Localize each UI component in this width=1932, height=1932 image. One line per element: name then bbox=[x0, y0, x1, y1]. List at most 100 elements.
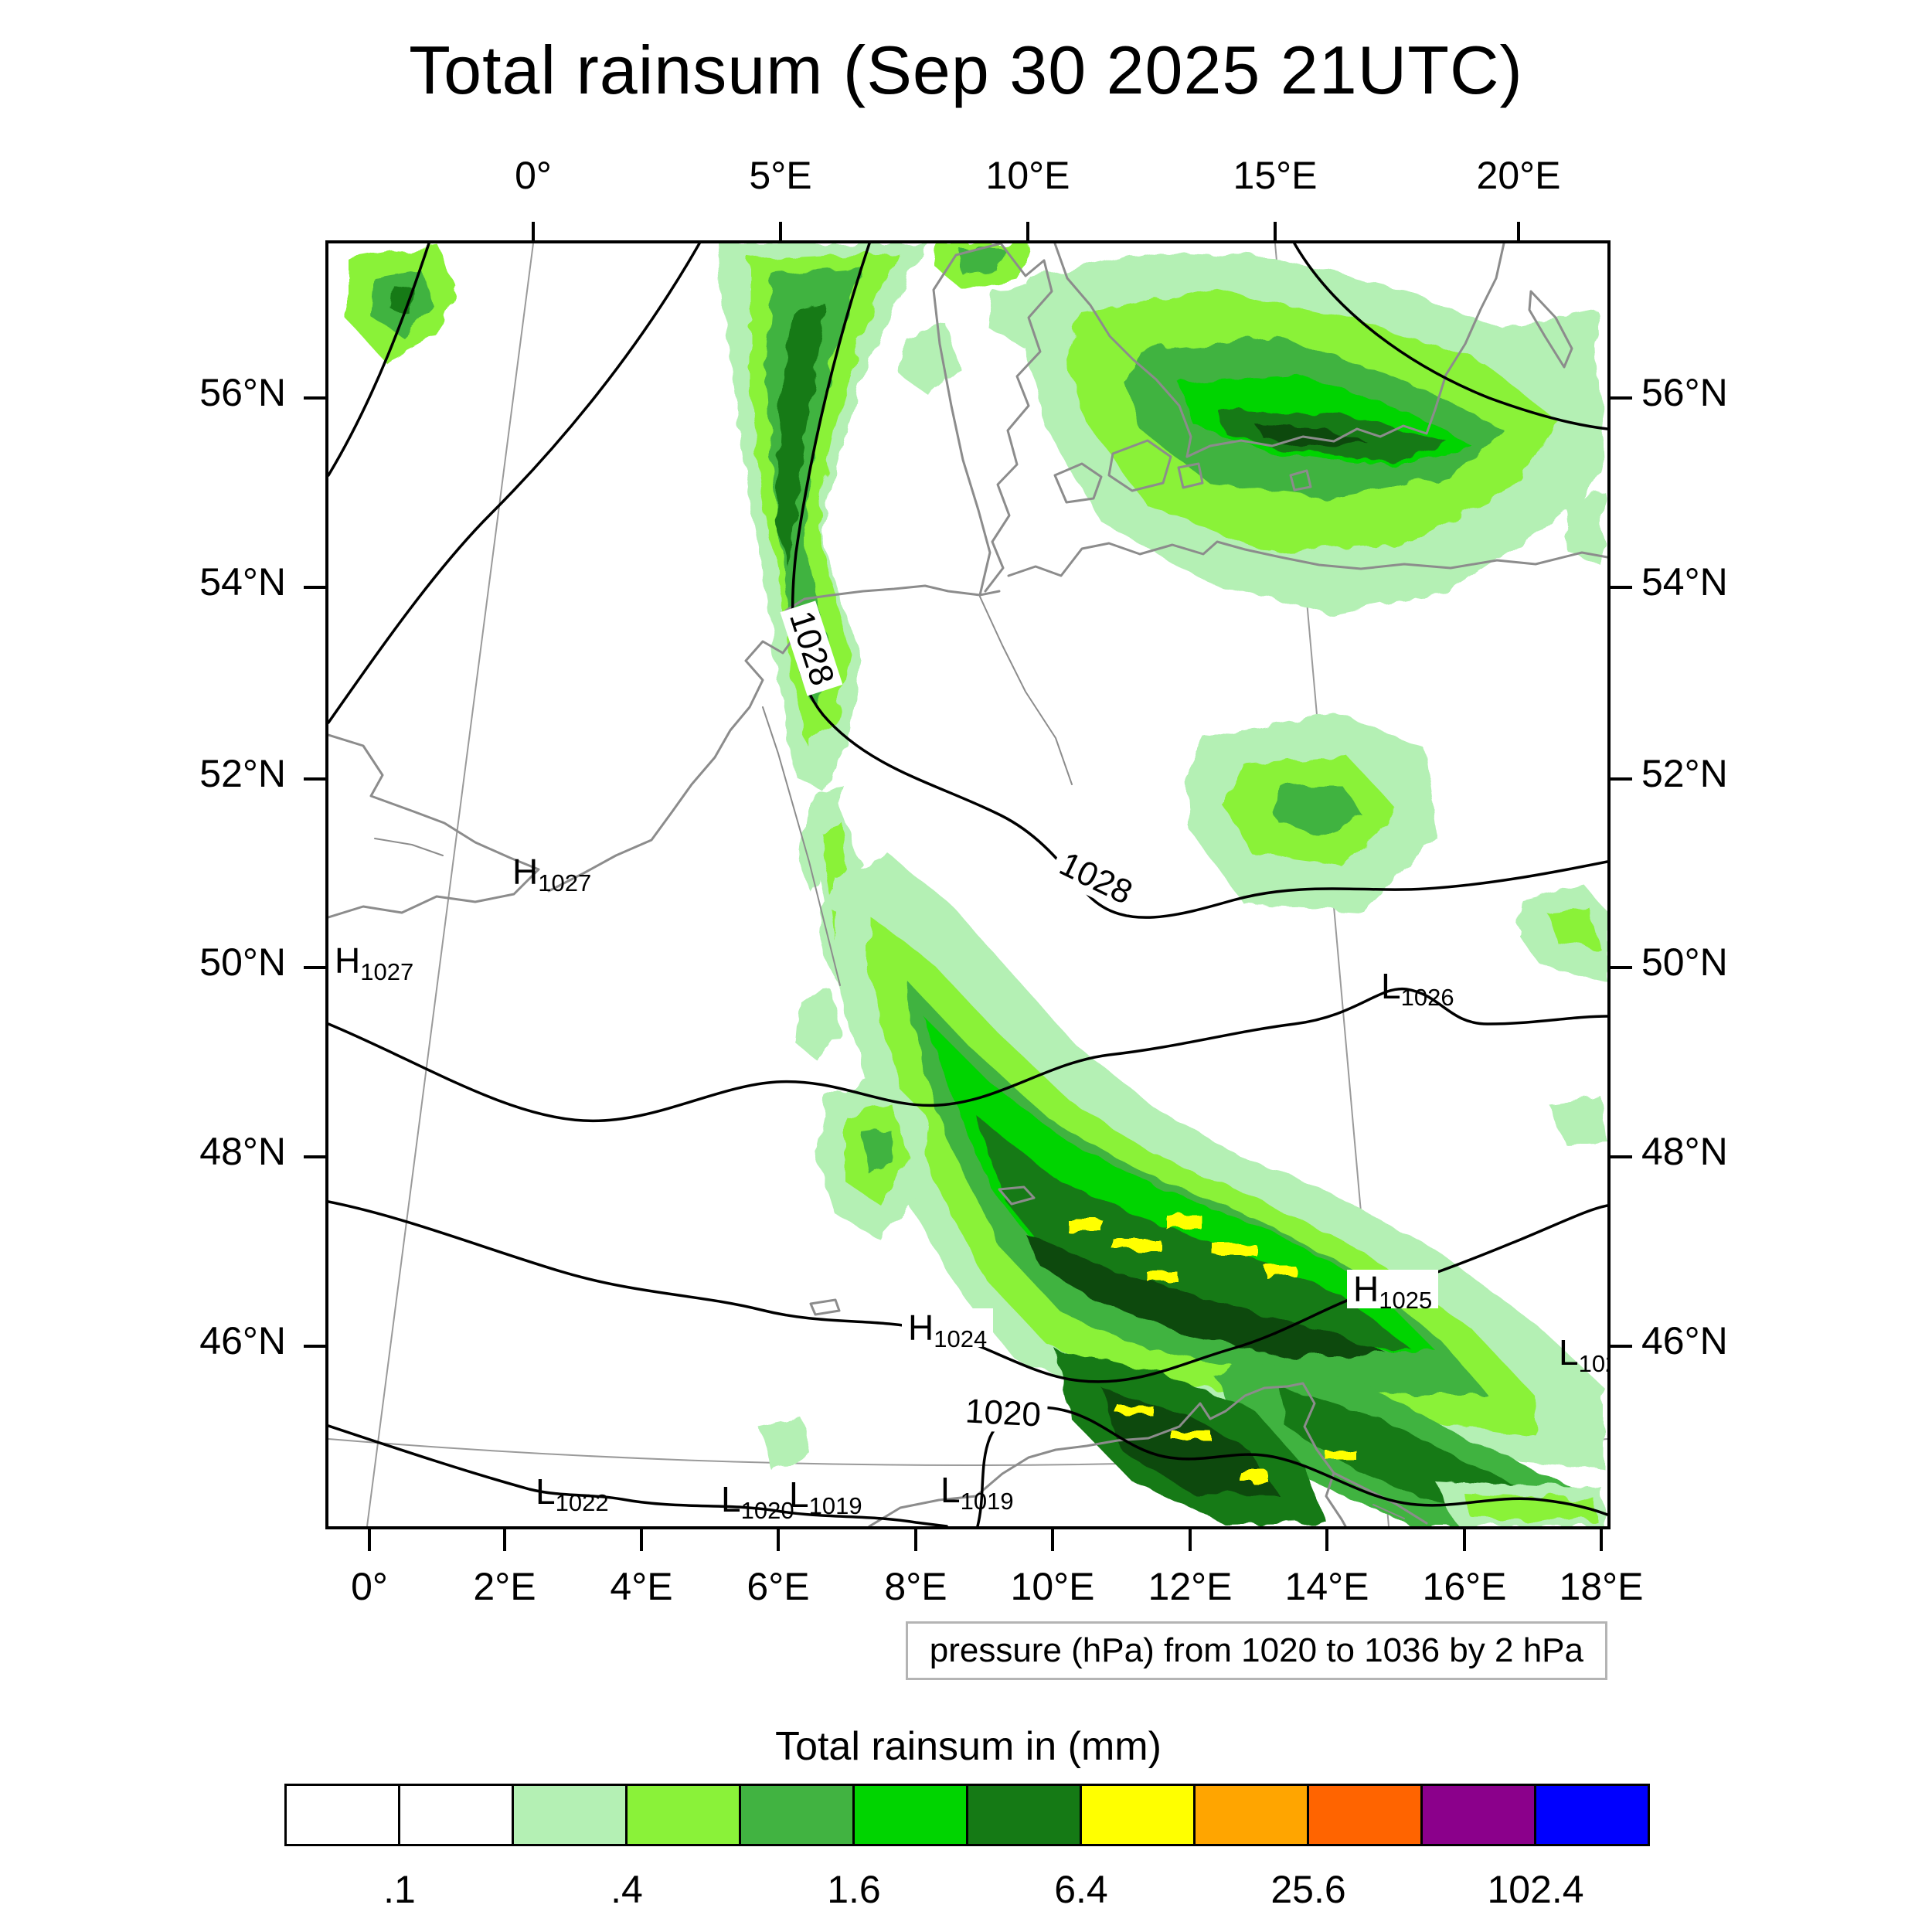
top-axis-label: 20°E bbox=[1476, 154, 1561, 197]
pressure-center-label: L1022 bbox=[536, 1474, 609, 1515]
axis-tick bbox=[1600, 1529, 1603, 1551]
precip-shape bbox=[757, 1417, 812, 1472]
axis-tick bbox=[1463, 1529, 1466, 1551]
bottom-axis-label: 12°E bbox=[1148, 1565, 1233, 1608]
colorbar-cell bbox=[1193, 1784, 1309, 1846]
pressure-center-label: H1024 bbox=[902, 1308, 994, 1351]
colorbar-cell bbox=[1420, 1784, 1536, 1846]
pressure-center-label: H1027 bbox=[335, 943, 413, 984]
pressure-center-value: 1024 bbox=[934, 1325, 988, 1352]
axis-tick bbox=[1611, 1345, 1632, 1348]
pressure-center-value: 1019 bbox=[960, 1488, 1014, 1515]
axis-tick bbox=[503, 1529, 506, 1551]
colorbar-tick-label: 25.6 bbox=[1270, 1868, 1346, 1911]
colorbar-cell bbox=[512, 1784, 628, 1846]
precip-shape bbox=[1549, 1097, 1607, 1144]
top-axis-label: 0° bbox=[515, 154, 552, 197]
pressure-center-value: 1027 bbox=[360, 958, 414, 985]
precip-shape bbox=[1279, 1387, 1565, 1512]
coastline-path bbox=[1528, 290, 1573, 369]
bottom-axis-label: 6°E bbox=[747, 1565, 810, 1608]
pressure-center-value: 1020 bbox=[740, 1497, 794, 1524]
axis-tick bbox=[304, 966, 325, 969]
top-axis-label: 5°E bbox=[749, 154, 812, 197]
colorbar bbox=[284, 1784, 1651, 1851]
left-axis-label: 56°N bbox=[199, 371, 286, 414]
coastline-path bbox=[1007, 540, 1607, 577]
right-axis-label: 52°N bbox=[1641, 752, 1728, 795]
bottom-axis-label: 2°E bbox=[473, 1565, 536, 1608]
precip-shape bbox=[923, 1016, 1435, 1354]
pressure-center-label: H1027 bbox=[512, 854, 591, 895]
precip-shape bbox=[958, 247, 1005, 274]
axis-tick bbox=[1274, 222, 1277, 243]
axis-tick bbox=[777, 1529, 780, 1551]
isobar-path-1028 bbox=[791, 243, 1607, 919]
precip-yellow-fleck bbox=[1240, 1472, 1268, 1481]
colorbar-tick-label: 1.6 bbox=[827, 1868, 881, 1911]
coastline-path bbox=[374, 838, 444, 856]
axis-tick bbox=[304, 396, 325, 400]
axis-tick bbox=[532, 222, 535, 243]
axis-tick bbox=[1611, 586, 1632, 589]
colorbar-cell bbox=[852, 1784, 968, 1846]
colorbar-tick-label: 102.4 bbox=[1487, 1868, 1584, 1911]
bottom-axis-label: 10°E bbox=[1010, 1565, 1095, 1608]
river-path bbox=[979, 596, 1073, 785]
right-axis-label: 50°N bbox=[1641, 940, 1728, 984]
coastline-path bbox=[868, 1382, 1347, 1526]
colorbar-cell bbox=[1534, 1784, 1650, 1846]
bottom-axis-label: 14°E bbox=[1284, 1565, 1369, 1608]
precip-shape bbox=[392, 286, 415, 315]
axis-tick bbox=[1611, 777, 1632, 781]
axis-tick bbox=[1051, 1529, 1054, 1551]
coastline-path bbox=[1053, 462, 1103, 504]
pressure-center-value: 1027 bbox=[538, 869, 592, 896]
coastlines bbox=[328, 243, 1607, 1526]
colorbar-cell bbox=[284, 1784, 400, 1846]
isobar-path-1024 bbox=[328, 1200, 1607, 1383]
colorbar-cell bbox=[398, 1784, 514, 1846]
axis-tick bbox=[1325, 1529, 1328, 1551]
coastline-path bbox=[1289, 469, 1312, 492]
pressure-center-value: 1022 bbox=[555, 1489, 609, 1516]
precip-shape bbox=[1275, 784, 1364, 835]
coastline-path bbox=[1053, 243, 1192, 458]
colorbar-cell bbox=[739, 1784, 855, 1846]
left-axis-label: 54°N bbox=[199, 560, 286, 604]
pressure-center-label: L1019 bbox=[789, 1477, 862, 1518]
colorbar-tick-label: .1 bbox=[383, 1868, 416, 1911]
right-axis-label: 54°N bbox=[1641, 560, 1728, 604]
pressure-center-letter: L bbox=[721, 1479, 741, 1519]
coastline-path bbox=[328, 868, 540, 919]
axis-tick bbox=[304, 586, 325, 589]
coastline-path bbox=[1185, 243, 1505, 458]
top-axis-label: 15°E bbox=[1233, 154, 1318, 197]
bottom-axis-label: 0° bbox=[351, 1565, 388, 1608]
pressure-center-value: 1019 bbox=[808, 1492, 862, 1519]
pressure-center-letter: H bbox=[1353, 1269, 1379, 1309]
top-axis-label: 10°E bbox=[985, 154, 1070, 197]
colorbar-canvas bbox=[284, 1784, 1650, 1846]
coastline-path bbox=[328, 733, 540, 871]
pressure-center-label: L1020 bbox=[721, 1479, 794, 1522]
bottom-axis-label: 8°E bbox=[884, 1565, 947, 1608]
left-axis-label: 50°N bbox=[199, 940, 286, 984]
river-path bbox=[762, 706, 841, 986]
pressure-center-value: 102 bbox=[1578, 1350, 1607, 1377]
colorbar-tick-label: .4 bbox=[611, 1868, 643, 1911]
bottom-axis-label: 18°E bbox=[1559, 1565, 1644, 1608]
precip-yellow-fleck bbox=[1148, 1273, 1179, 1282]
left-axis-label: 48°N bbox=[199, 1130, 286, 1173]
coastline-path bbox=[1107, 439, 1172, 492]
axis-tick bbox=[304, 777, 325, 781]
colorbar-cell bbox=[625, 1784, 741, 1846]
pressure-center-letter: H bbox=[908, 1308, 934, 1348]
coastline-path bbox=[998, 1185, 1036, 1206]
right-axis-label: 46°N bbox=[1641, 1319, 1728, 1362]
precip-yellow-fleck bbox=[1213, 1244, 1256, 1255]
axis-tick bbox=[1026, 222, 1029, 243]
coastline-path bbox=[1372, 1504, 1405, 1519]
precip-layer bbox=[348, 243, 1607, 1526]
